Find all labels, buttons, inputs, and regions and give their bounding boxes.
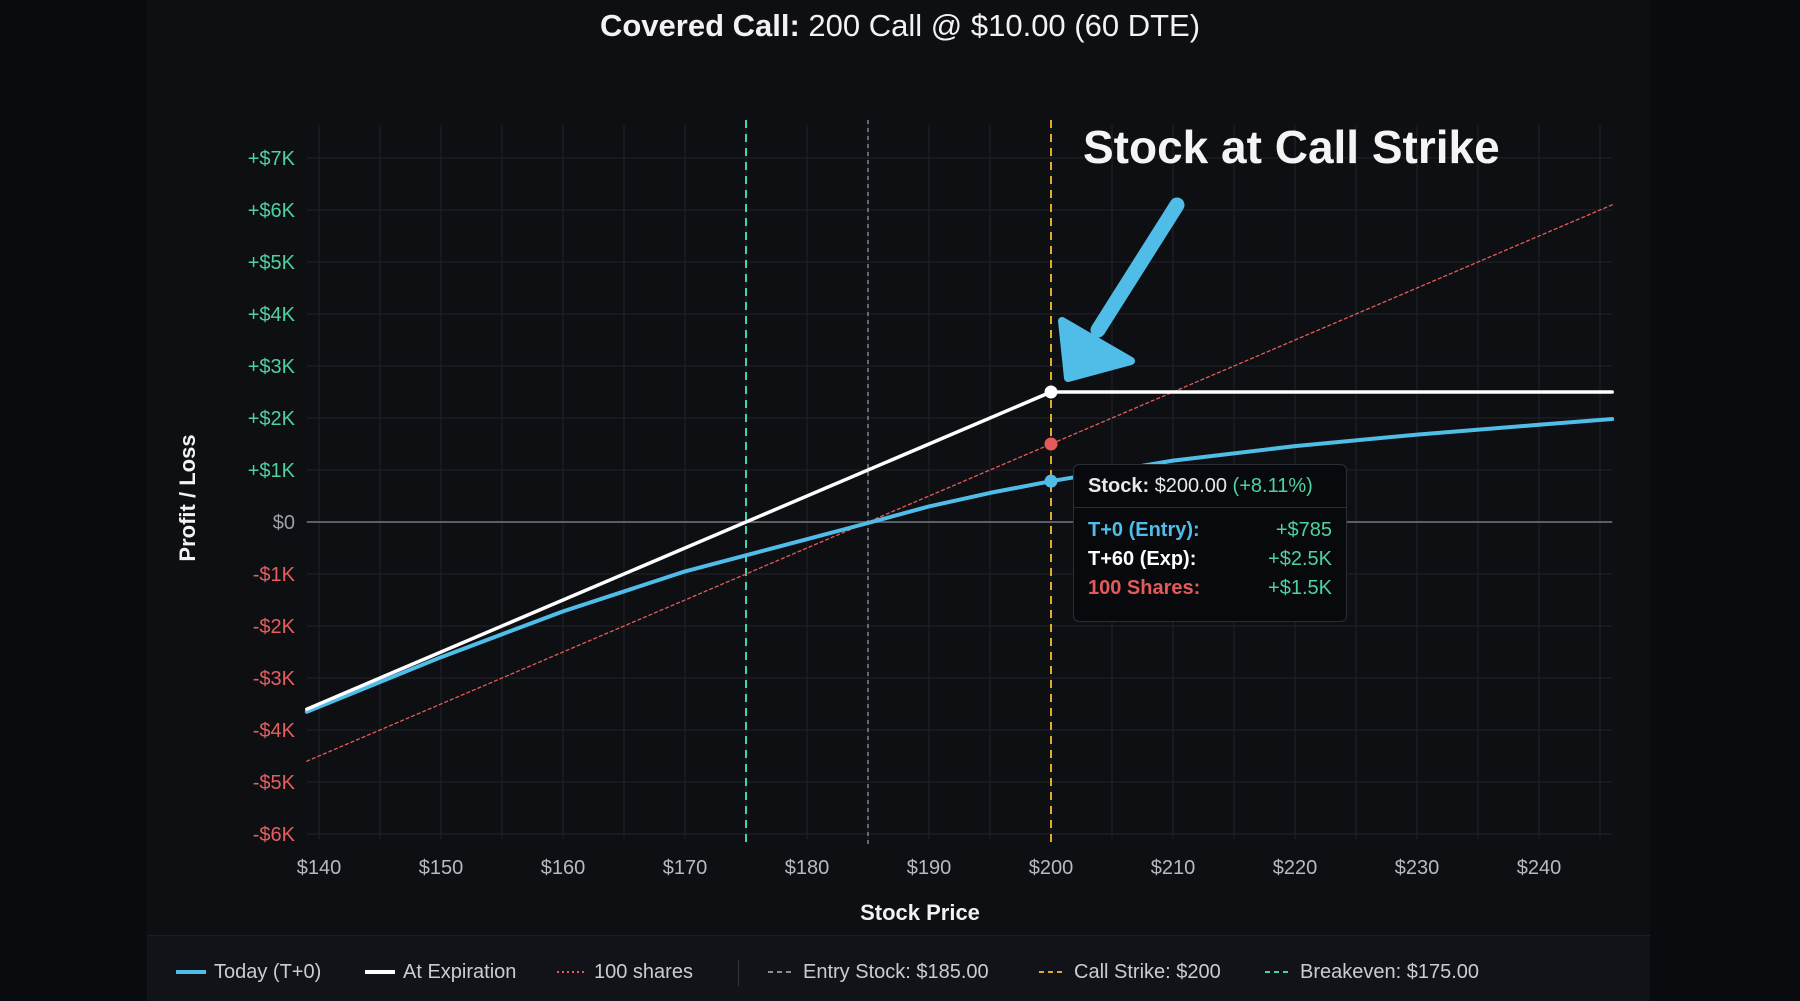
tooltip-row-value: +$2.5K xyxy=(1268,548,1332,570)
x-tick-label: $200 xyxy=(1029,857,1074,879)
tooltip-row-value: +$1.5K xyxy=(1268,577,1332,599)
tooltip-row-label: T+60 (Exp): xyxy=(1088,548,1197,570)
series-markers xyxy=(1044,385,1058,488)
x-axis-ticks: $140 $150 $160 $170 $180 $190 $200 $210 $220 $230… xyxy=(297,857,1562,879)
x-tick-label: $160 xyxy=(541,857,586,879)
x-tick-label: $140 xyxy=(297,857,342,879)
shares-marker xyxy=(1044,437,1058,451)
y-tick-label: +$5K xyxy=(248,252,296,274)
x-tick-label: $150 xyxy=(419,857,464,879)
expiration-marker xyxy=(1044,385,1058,399)
legend-item-shares[interactable]: 100 shares xyxy=(556,960,693,984)
x-axis-label: Stock Price xyxy=(860,900,980,925)
chart-title: Covered Call: 200 Call @ $10.00 (60 DTE) xyxy=(0,8,1800,44)
tooltip-divider xyxy=(1074,507,1346,508)
chart-title-strategy: Covered Call: xyxy=(599,8,800,43)
legend-item-breakeven[interactable]: Breakeven: $175.00 xyxy=(1264,960,1479,984)
y-tick-label: +$6K xyxy=(248,200,296,222)
legend-item-today[interactable]: Today (T+0) xyxy=(176,960,321,984)
tooltip-stock-label: Stock: xyxy=(1088,475,1150,497)
legend-label: Entry Stock: $185.00 xyxy=(803,960,989,983)
x-tick-label: $240 xyxy=(1517,857,1562,879)
chart-panel xyxy=(147,0,1650,1000)
y-tick-label: +$7K xyxy=(248,148,296,170)
y-tick-label: -$3K xyxy=(253,668,296,690)
hover-tooltip: Stock: $200.00 (+8.11%) T+0 (Entry): +$7… xyxy=(1073,464,1347,622)
y-tick-label: -$6K xyxy=(253,824,296,846)
x-tick-label: $170 xyxy=(663,857,708,879)
y-tick-label: $0 xyxy=(273,512,295,534)
reference-lines xyxy=(745,120,1052,847)
legend-label: Call Strike: $200 xyxy=(1074,960,1221,983)
x-tick-label: $180 xyxy=(785,857,830,879)
right-backdrop xyxy=(1650,0,1800,1000)
y-tick-label: -$5K xyxy=(253,772,296,794)
series-shares-line xyxy=(306,204,1613,762)
legend-divider xyxy=(738,960,739,986)
tooltip-row-t60: T+60 (Exp): +$2.5K xyxy=(1088,545,1332,574)
tooltip-row-t0: T+0 (Entry): +$785 xyxy=(1088,516,1332,545)
annotation-text: Stock at Call Strike xyxy=(1083,121,1500,173)
legend-item-entry[interactable]: Entry Stock: $185.00 xyxy=(767,960,989,984)
y-tick-label: +$4K xyxy=(248,304,296,326)
tooltip-row-label: 100 Shares: xyxy=(1088,577,1201,599)
chart-title-detail: 200 Call @ $10.00 (60 DTE) xyxy=(808,8,1201,43)
arrow-icon xyxy=(1058,197,1185,382)
y-tick-label: -$1K xyxy=(253,564,296,586)
y-tick-label: -$2K xyxy=(253,616,296,638)
series-expiration-line xyxy=(305,390,1614,711)
x-tick-label: $230 xyxy=(1395,857,1440,879)
x-tick-label: $220 xyxy=(1273,857,1318,879)
y-tick-label: +$2K xyxy=(248,408,296,430)
tooltip-row-shares: 100 Shares: +$1.5K xyxy=(1088,574,1332,603)
tooltip-header: Stock: $200.00 (+8.11%) xyxy=(1088,475,1332,498)
grid xyxy=(306,125,1613,839)
x-tick-label: $210 xyxy=(1151,857,1196,879)
y-tick-label: -$4K xyxy=(253,720,296,742)
today-marker xyxy=(1044,474,1058,488)
left-backdrop xyxy=(0,0,147,1000)
tooltip-stock-change: (+8.11%) xyxy=(1232,475,1313,497)
tooltip-stock-value: $200.00 xyxy=(1154,475,1227,497)
legend-item-strike[interactable]: Call Strike: $200 xyxy=(1038,960,1221,984)
tooltip-row-value: +$785 xyxy=(1275,519,1332,541)
y-tick-label: +$3K xyxy=(248,356,296,378)
series-today-line xyxy=(304,417,1614,714)
legend-label: 100 shares xyxy=(594,960,693,983)
tooltip-row-label: T+0 (Entry): xyxy=(1088,519,1200,541)
legend-label: At Expiration xyxy=(403,960,517,983)
x-tick-label: $190 xyxy=(907,857,952,879)
legend-label: Breakeven: $175.00 xyxy=(1300,960,1480,983)
y-tick-label: +$1K xyxy=(248,460,296,482)
legend xyxy=(147,935,1650,1001)
y-axis-label: Profit / Loss xyxy=(175,434,200,562)
legend-label: Today (T+0) xyxy=(214,960,322,983)
legend-item-expiration[interactable]: At Expiration xyxy=(365,960,516,984)
y-axis-ticks: +$7K +$6K +$5K +$4K +$3K +$2K +$1K $0 -$1K -$2K -$… xyxy=(248,148,296,846)
